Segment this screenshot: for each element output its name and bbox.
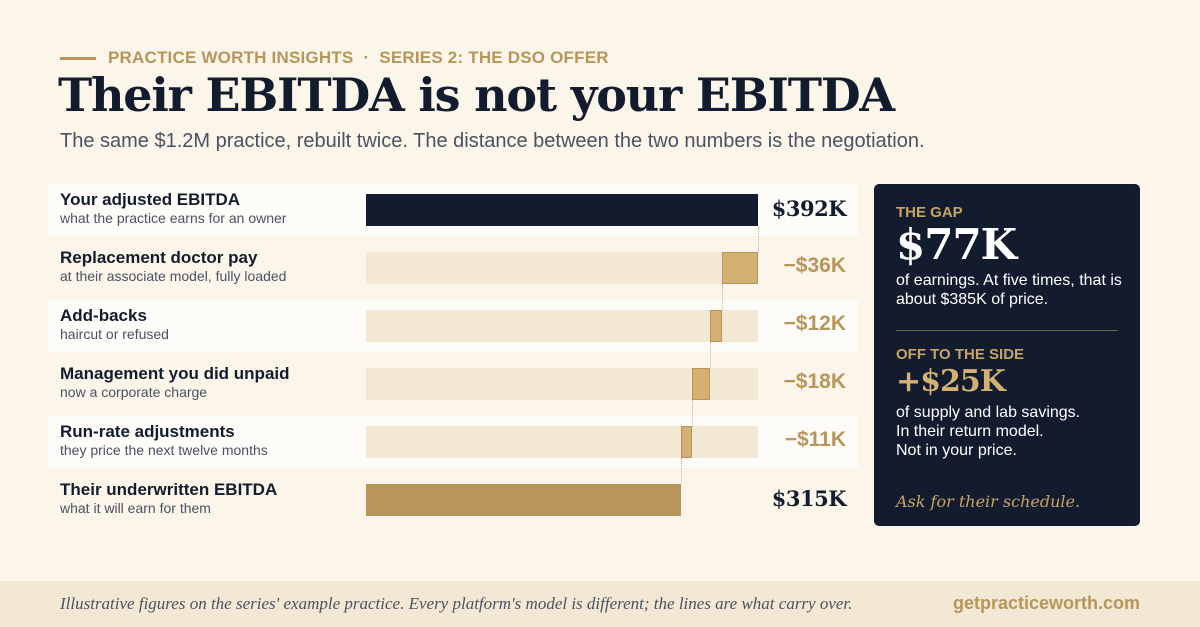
chart-row: Replacement doctor pay at their associate… bbox=[48, 242, 858, 294]
chart-row: Run-rate adjustments they price the next … bbox=[48, 416, 858, 468]
side-note-2: In their return model. bbox=[896, 423, 1044, 440]
step-bar bbox=[692, 368, 710, 400]
row-sublabel: what it will earn for them bbox=[60, 500, 211, 516]
connector-line bbox=[722, 284, 723, 310]
row-label: Your adjusted EBITDA bbox=[60, 190, 241, 209]
chart-row: Management you did unpaid now a corporate… bbox=[48, 358, 858, 410]
row-sublabel: what the practice earns for an owner bbox=[60, 210, 287, 226]
connector-line bbox=[710, 342, 711, 368]
row-label: Add-backs bbox=[60, 306, 147, 325]
connector-line bbox=[681, 458, 682, 484]
connector-line bbox=[758, 226, 759, 252]
total-bar bbox=[366, 484, 681, 516]
footer-disclaimer: Illustrative figures on the series' exam… bbox=[60, 594, 853, 613]
row-label: Replacement doctor pay bbox=[60, 248, 258, 267]
side-note-1: of supply and lab savings. bbox=[896, 404, 1081, 421]
gap-note: of earnings. At five times, that is abou… bbox=[896, 272, 1122, 308]
page-title: Their EBITDA is not your EBITDA bbox=[58, 68, 895, 122]
chart-row: Their underwritten EBITDA what it will ea… bbox=[48, 474, 858, 526]
eyebrow-rule bbox=[60, 56, 96, 60]
chart-row: Your adjusted EBITDA what the practice ea… bbox=[48, 184, 858, 236]
row-sublabel: they price the next twelve months bbox=[60, 442, 268, 458]
value-label: −$18K bbox=[783, 370, 846, 393]
footer: Illustrative figures on the series' exam… bbox=[0, 581, 1200, 627]
row-sublabel: now a corporate charge bbox=[60, 384, 208, 400]
value-label: −$36K bbox=[783, 254, 846, 277]
step-bar bbox=[710, 310, 722, 342]
eyebrow: PRACTICE WORTH INSIGHTS · SERIES 2: THE … bbox=[60, 48, 609, 68]
eyebrow-separator: · bbox=[363, 48, 370, 67]
total-bar bbox=[366, 194, 758, 226]
row-label: Management you did unpaid bbox=[60, 364, 290, 383]
row-sublabel: haircut or refused bbox=[60, 326, 169, 342]
chart-row: Add-backs haircut or refused −$12K bbox=[48, 300, 858, 352]
page-subtitle: The same $1.2M practice, rebuilt twice. … bbox=[60, 130, 925, 152]
side-note-3: Not in your price. bbox=[896, 442, 1017, 459]
row-label: Run-rate adjustments bbox=[60, 422, 235, 441]
waterfall-chart: Your adjusted EBITDA what the practice ea… bbox=[48, 184, 858, 532]
gap-panel: THE GAP $77K of earnings. At five times,… bbox=[874, 184, 1140, 526]
brand-label: PRACTICE WORTH INSIGHTS bbox=[108, 48, 354, 67]
row-label: Their underwritten EBITDA bbox=[60, 480, 278, 499]
side-kicker: OFF TO THE SIDE bbox=[896, 346, 1025, 363]
series-label: SERIES 2: THE DSO OFFER bbox=[379, 48, 609, 67]
side-value: +$25K bbox=[896, 364, 1006, 399]
bar-track bbox=[366, 426, 758, 458]
connector-line bbox=[692, 400, 693, 426]
value-label: $315K bbox=[771, 486, 847, 511]
cta-text: Ask for their schedule. bbox=[896, 492, 1081, 511]
gap-kicker: THE GAP bbox=[896, 204, 963, 221]
gap-value: $77K bbox=[896, 220, 1017, 269]
row-sublabel: at their associate model, fully loaded bbox=[60, 268, 287, 284]
value-label: $392K bbox=[771, 196, 847, 221]
value-label: −$12K bbox=[783, 312, 846, 335]
footer-url[interactable]: getpracticeworth.com bbox=[952, 593, 1140, 613]
value-label: −$11K bbox=[784, 428, 846, 451]
step-bar bbox=[681, 426, 692, 458]
step-bar bbox=[722, 252, 758, 284]
bar-track bbox=[366, 252, 758, 284]
bar-track bbox=[366, 310, 758, 342]
panel-divider bbox=[896, 330, 1118, 331]
